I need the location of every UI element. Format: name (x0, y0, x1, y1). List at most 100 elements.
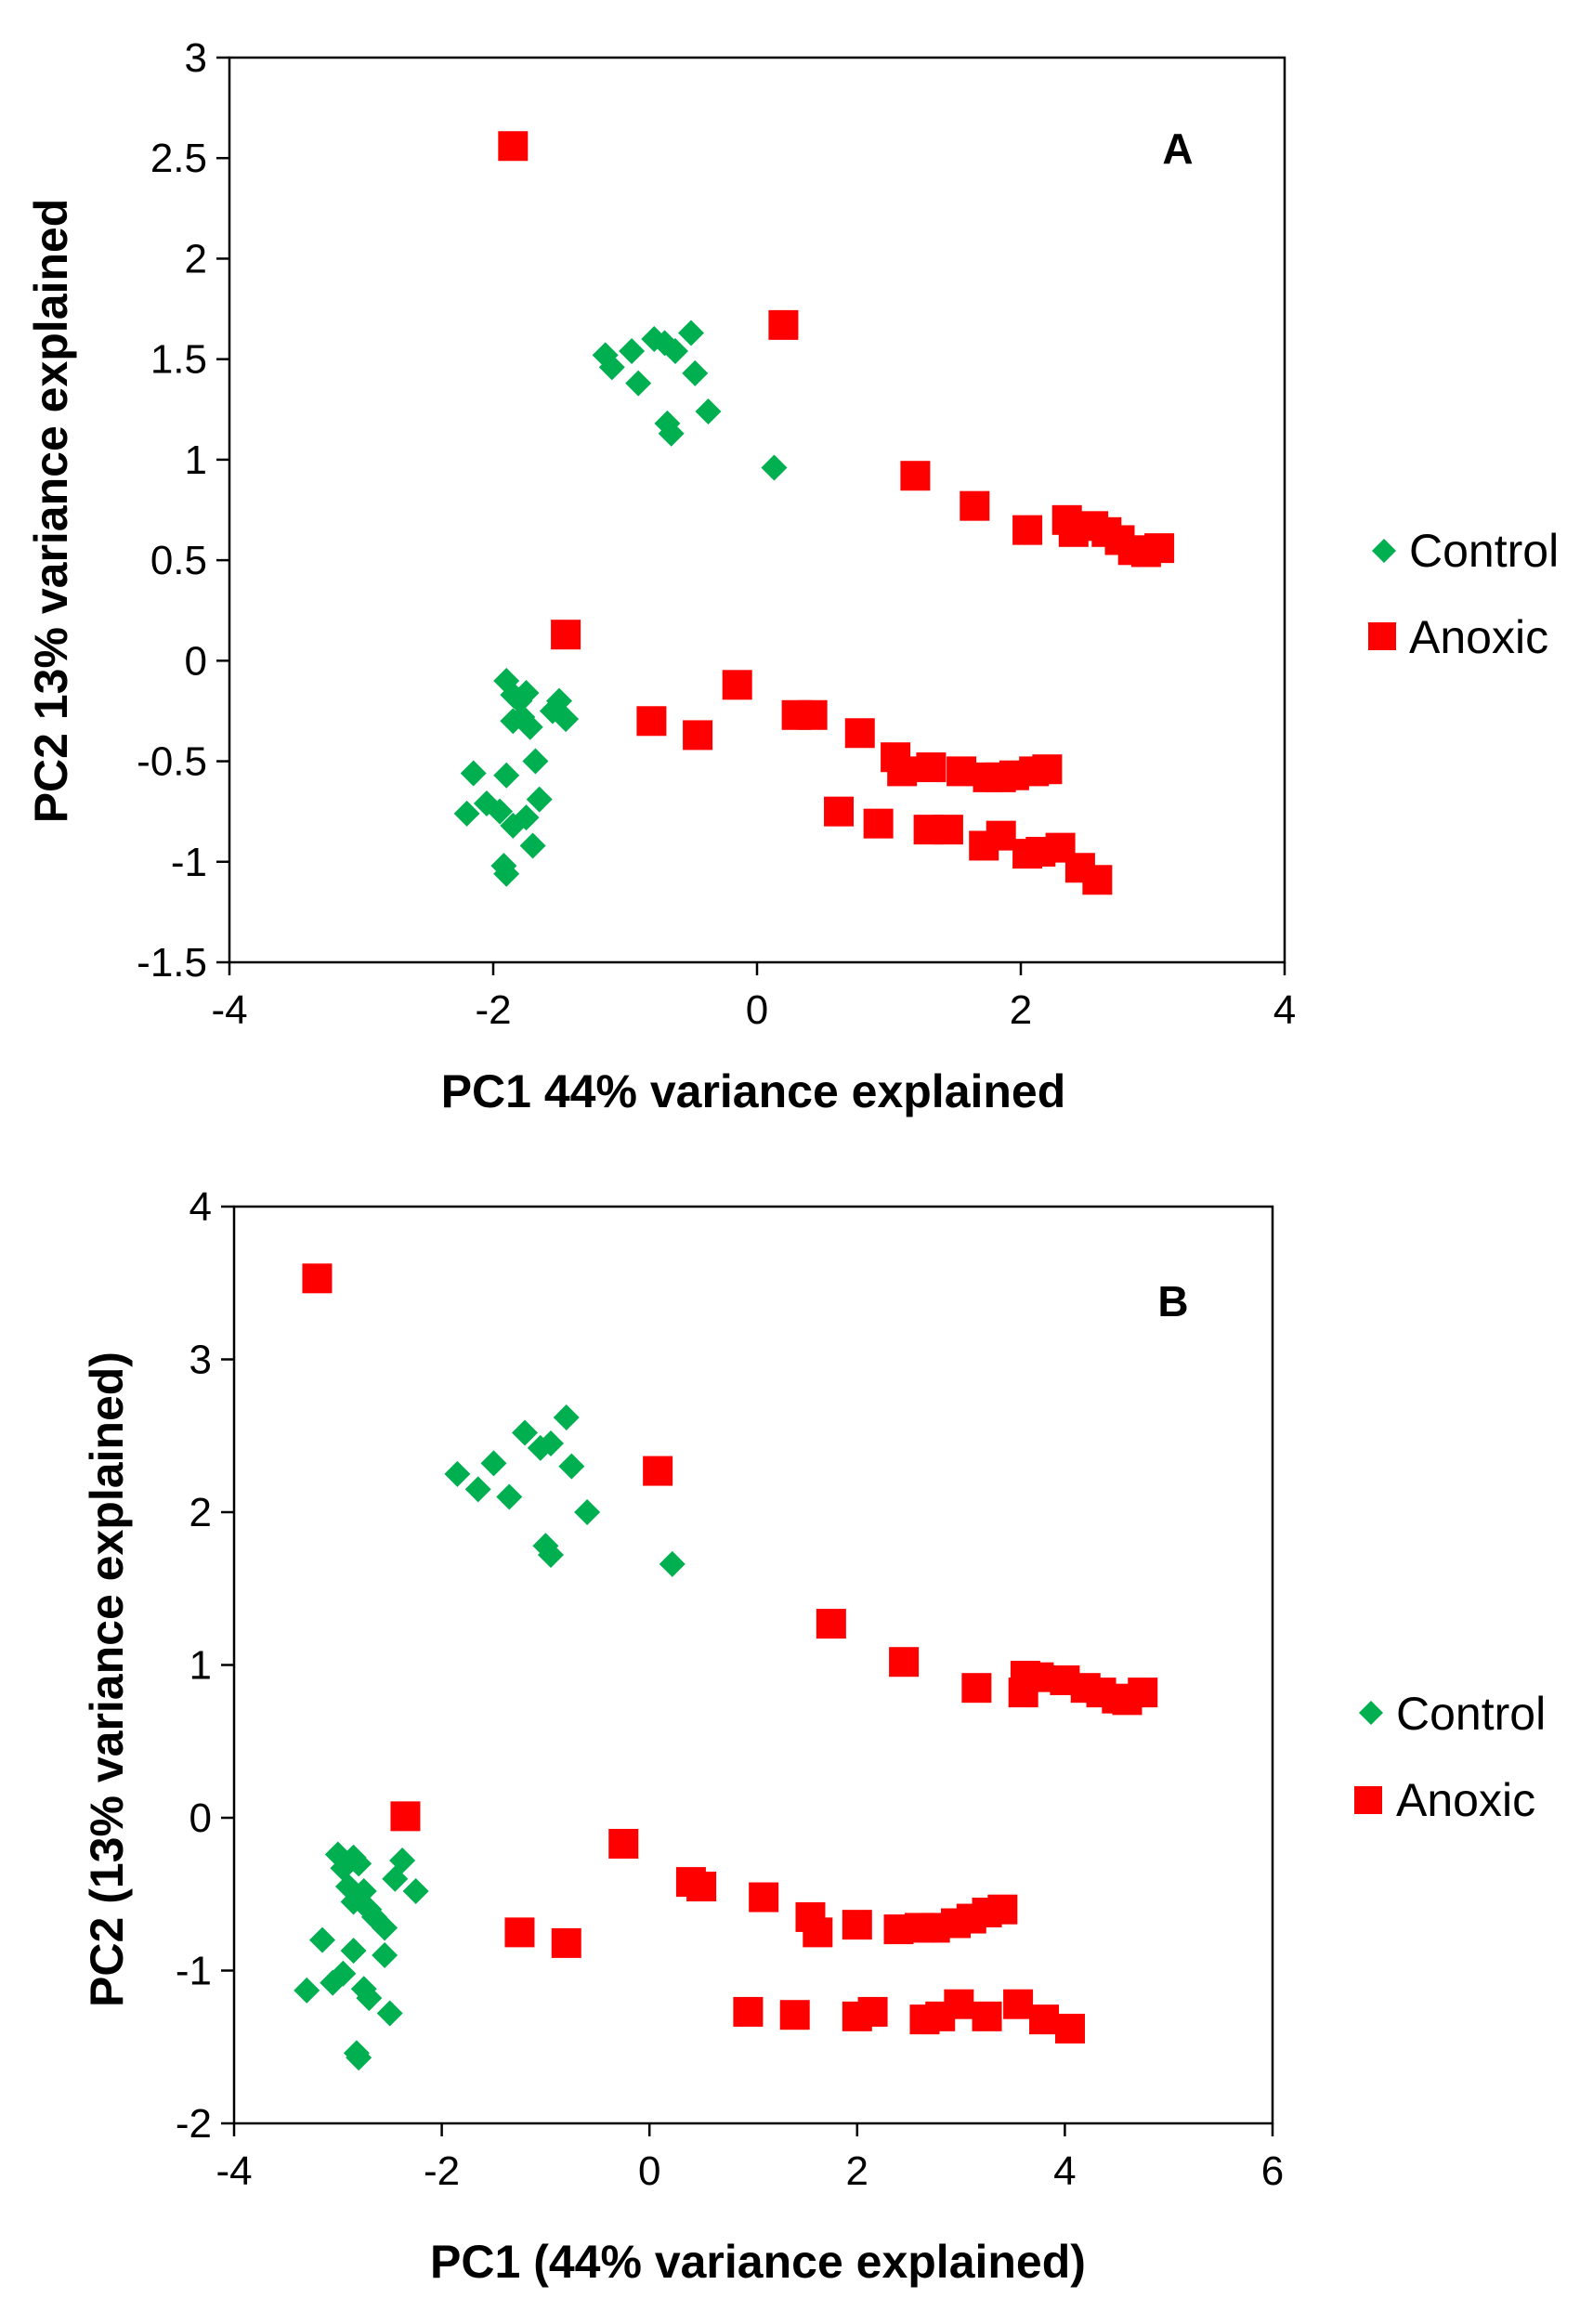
panel-a-control-point (487, 798, 514, 825)
panel-a-x-tick-label: -4 (211, 987, 247, 1033)
panel-b-x-tick-label: 4 (1053, 2148, 1076, 2194)
panel-b-x-tick-label: 2 (846, 2148, 868, 2194)
panel-a-legend: Control Anoxic (1368, 525, 1559, 663)
panel-b-anoxic-point (1054, 2014, 1085, 2044)
panel-b-legend: Control Anoxic (1354, 1688, 1546, 1826)
panel-a-x-tick-label: 2 (1010, 987, 1032, 1033)
panel-a-anoxic-point (887, 756, 918, 787)
panel-b-control-point (340, 1938, 367, 1965)
panel-a-axes (228, 56, 1286, 964)
panel-a-control-point (682, 359, 709, 386)
panel-b-axes (232, 1205, 1274, 2125)
panel-a-x-tick-label: 4 (1273, 987, 1296, 1033)
panel-b-x-tick-label: 0 (638, 2148, 660, 2194)
panel-a-control-point (513, 804, 540, 831)
panel-b-control-point (294, 1977, 320, 2004)
panel-a-x-tick-label: 0 (746, 987, 768, 1033)
panel-a-control-point (460, 760, 487, 787)
panel-a-anoxic-point (960, 490, 990, 521)
panel-a-anoxic-point (498, 131, 529, 162)
panel-b-x-tick-label: -4 (215, 2148, 252, 2194)
panel-b-control-point (558, 1453, 585, 1480)
panel-b-y-tick-label: -2 (176, 2101, 212, 2147)
panel-b-control-point (340, 1844, 367, 1871)
panel-a-anoxic-point (683, 720, 713, 751)
panel-b-control-point (464, 1476, 491, 1503)
panel-a-points (453, 131, 1175, 895)
panel-a-anoxic-point (1082, 865, 1113, 895)
panel-a-control-point (453, 800, 480, 827)
panel-b-anoxic-point (686, 1872, 717, 1902)
panel-a-anoxic-point (636, 706, 667, 737)
panel-b-control-point (537, 1430, 564, 1456)
panel-a-control-point (539, 698, 566, 725)
panel-a-anoxic-point (1144, 533, 1175, 564)
panel-a-y-tick-label: 1.5 (150, 337, 207, 383)
legend-anoxic-marker-b (1354, 1786, 1382, 1814)
panel-b-control-point (553, 1404, 580, 1431)
panel-b-y-tick-label: 1 (189, 1643, 212, 1689)
panel-a-control-point (658, 420, 685, 447)
panel-b-anoxic-point (504, 1917, 535, 1948)
panel-a-anoxic-point (797, 699, 828, 730)
panel-b-anoxic-point (390, 1801, 421, 1832)
panel-b-anoxic-point (842, 1910, 872, 1940)
panel-a-ticks: -4 -2 0 2 4 -1.5 -1 -0.5 0 0.5 1 1.5 2 2.5 3 (137, 35, 1296, 1033)
panel-a-control-point (526, 786, 553, 813)
panel-a-anoxic-point (824, 796, 855, 827)
panel-b-y-tick-label: -1 (176, 1949, 212, 1994)
panel-a-anoxic-point (844, 718, 875, 749)
panel-b-control-point (389, 1847, 416, 1874)
panel-a-y-tick-label: 2 (185, 236, 207, 281)
panel-a: -4 -2 0 2 4 -1.5 -1 -0.5 0 0.5 1 1.5 2 2.5 3 A PC1 44%… (25, 35, 1559, 1117)
panel-a-x-axis-title: PC1 44% variance explained (441, 1065, 1066, 1117)
panel-a-control-point (625, 370, 652, 397)
panel-b-label: B (1157, 1277, 1188, 1325)
legend-anoxic-label-a: Anoxic (1409, 611, 1548, 663)
panel-b-points (294, 1263, 1158, 2071)
panel-b-anoxic-point (1128, 1678, 1158, 1708)
panel-b-y-tick-label: 4 (189, 1184, 212, 1230)
panel-b-control-point (372, 1914, 398, 1941)
panel-b-control-point (309, 1926, 336, 1953)
panel-a-anoxic-point (1012, 515, 1043, 545)
panel-b-control-point (444, 1460, 471, 1487)
panel-a-control-point (761, 454, 788, 481)
panel-b-control-point (330, 1960, 357, 1987)
panel-a-y-tick-label: -1.5 (137, 940, 207, 986)
panel-a-control-point (493, 762, 520, 789)
panel-a-y-tick-label: 2.5 (150, 136, 207, 181)
panel-b-anoxic-point (749, 1882, 779, 1913)
panel-a-anoxic-point (863, 808, 894, 839)
panel-a-anoxic-point (916, 752, 947, 783)
panel-a-control-point (619, 338, 646, 365)
legend-control-marker-b (1359, 1701, 1383, 1725)
panel-a-control-point (695, 398, 722, 424)
panel-b-y-axis-title: PC2 (13% variance explained) (81, 1351, 133, 2007)
legend-anoxic-label-b: Anoxic (1396, 1774, 1535, 1826)
panel-b-x-tick-label: -2 (424, 2148, 460, 2194)
panel-b-anoxic-point (972, 2001, 1002, 2031)
panel-b-control-point (480, 1450, 507, 1477)
panel-a-anoxic-point (933, 815, 963, 845)
panel-a-anoxic-point (1032, 754, 1063, 785)
panel-b-y-tick-label: 0 (189, 1795, 212, 1841)
panel-b-anoxic-point (857, 1996, 888, 2027)
panel-b-y-tick-label: 3 (189, 1338, 212, 1383)
panel-a-control-point (678, 320, 704, 346)
panel-b-control-point (659, 1550, 686, 1577)
panel-b-x-axis-title: PC1 (44% variance explained) (430, 2236, 1086, 2288)
panel-a-control-point (598, 354, 625, 381)
panel-a-x-tick-label: -2 (475, 987, 511, 1033)
panel-a-anoxic-point (551, 620, 581, 650)
panel-b-control-point (402, 1877, 429, 1904)
panel-a-y-tick-label: 1 (185, 437, 207, 483)
panel-b-anoxic-point (608, 1828, 639, 1859)
panel-a-control-point (519, 832, 546, 859)
panel-a-control-point (493, 860, 520, 887)
panel-a-control-point (500, 708, 527, 735)
panel-b-anoxic-point (1003, 1989, 1034, 2019)
panel-b-control-point (372, 1942, 398, 1969)
